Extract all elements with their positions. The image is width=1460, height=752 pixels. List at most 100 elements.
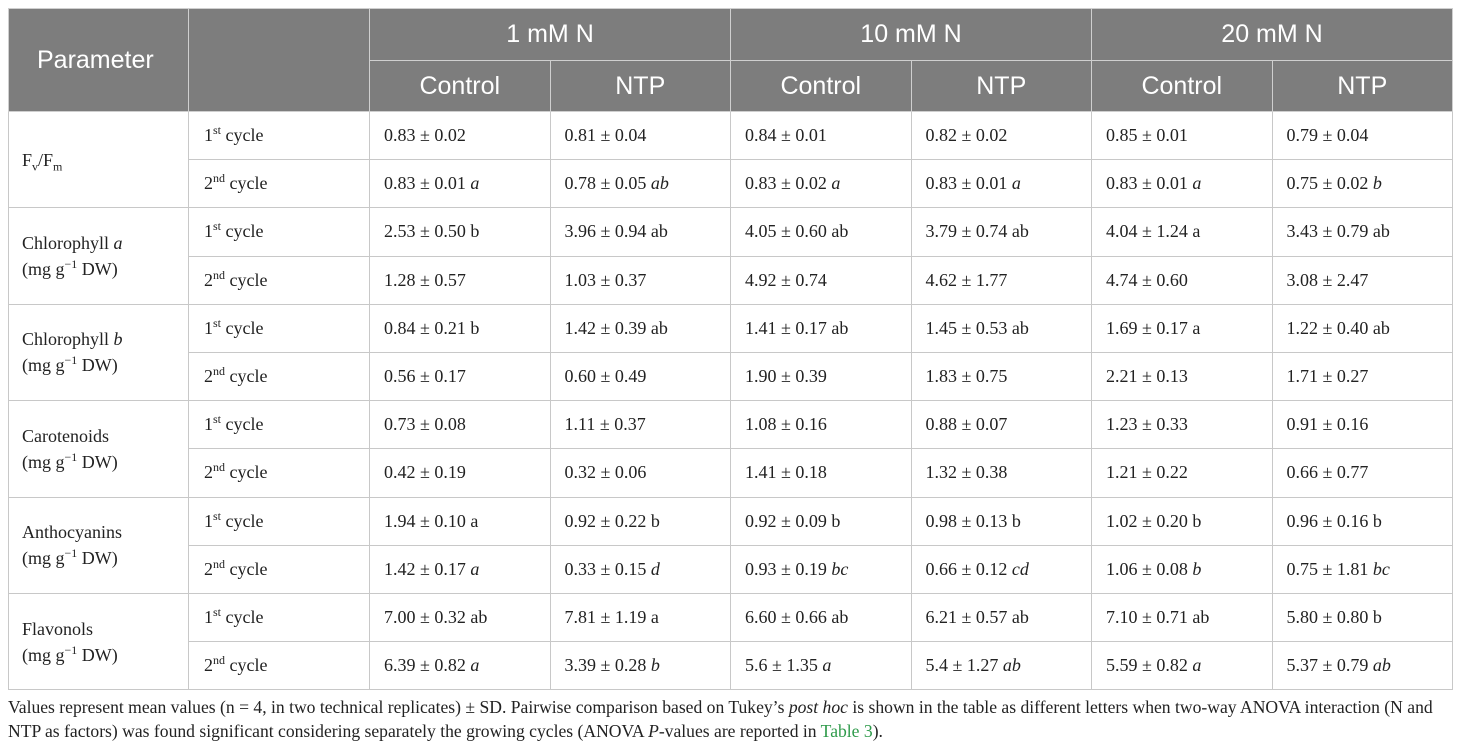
value-cell: 1.22 ± 0.40 ab	[1271, 303, 1453, 353]
cycle-label: cycle	[225, 173, 268, 194]
table-body: Fv/Fm 1st cycle 0.83 ± 0.02 0.81 ± 0.04 0.84…	[8, 110, 1453, 691]
value-text: 0.98 ± 0.13	[925, 510, 1008, 531]
value-text: 0.88 ± 0.07	[925, 414, 1008, 435]
significance-letter: ab	[470, 606, 488, 627]
cycle-ordinal: nd	[213, 171, 225, 186]
cycle-ordinal: st	[213, 219, 222, 234]
parameter-unit: (mg g	[22, 355, 65, 376]
value-cell: 1.23 ± 0.33	[1091, 400, 1273, 450]
value-text: 1.90 ± 0.39	[745, 366, 827, 387]
value-cell: 0.60 ± 0.49	[549, 351, 731, 402]
value-text: 0.83 ± 0.02	[384, 125, 466, 146]
cycle-ordinal: nd	[213, 267, 225, 282]
value-cell: 4.04 ± 1.24 a	[1091, 207, 1273, 257]
parameter-cell: Fv/Fm	[8, 110, 189, 209]
header-group-1mm: 1 mM N	[369, 8, 731, 61]
value-cell: 0.92 ± 0.09 b	[730, 496, 912, 546]
value-cell: 1.71 ± 0.27	[1271, 351, 1453, 402]
value-text: 0.32 ± 0.06	[564, 462, 647, 483]
significance-letter: a	[470, 655, 480, 676]
value-cell: 0.92 ± 0.22 b	[549, 496, 731, 546]
footnote-italic: post hoc	[788, 697, 848, 717]
cycle-number: 1	[204, 125, 213, 146]
cycle-label: cycle	[225, 462, 268, 483]
parameter-name: Flavonols	[22, 618, 94, 639]
parameter-unit: DW)	[77, 259, 118, 280]
value-cell: 0.93 ± 0.19 bc	[730, 544, 912, 594]
footnote-text: Values represent mean values (n = 4, in …	[8, 697, 789, 717]
value-cell: 0.83 ± 0.01 a	[910, 159, 1092, 209]
footnote-text: -values are reported in	[658, 721, 821, 741]
cycle-ordinal: st	[213, 315, 222, 330]
value-text: 5.4 ± 1.27	[925, 655, 999, 676]
value-cell: 1.28 ± 0.57	[369, 255, 551, 305]
table-row: 2nd cycle 0.56 ± 0.17 0.60 ± 0.49 1.90 ± 0.…	[9, 351, 1453, 402]
value-text: 0.79 ± 0.04	[1286, 125, 1369, 146]
significance-letter: b	[1192, 558, 1202, 579]
cycle-number: 1	[204, 317, 213, 338]
value-text: 0.83 ± 0.02	[745, 173, 827, 194]
value-cell: 3.79 ± 0.74 ab	[910, 207, 1092, 257]
significance-letter: ab	[650, 173, 669, 194]
cycle-number: 1	[204, 221, 213, 242]
value-text: 0.78 ± 0.05	[564, 173, 647, 194]
value-text: 5.59 ± 0.82	[1106, 655, 1188, 676]
parameter-cell: Flavonols (mg g−1 DW)	[8, 592, 189, 691]
value-cell: 1.11 ± 0.37	[549, 400, 731, 450]
value-cell: 3.39 ± 0.28 b	[549, 641, 731, 691]
value-cell: 1.21 ± 0.22	[1091, 448, 1273, 498]
value-text: 2.21 ± 0.13	[1106, 366, 1188, 387]
cycle-number: 2	[204, 655, 213, 676]
significance-letter: b	[650, 510, 660, 531]
parameter-cell: Chlorophyll a (mg g−1 DW)	[8, 207, 189, 305]
value-cell: 1.06 ± 0.08 b	[1091, 544, 1273, 594]
value-text: 1.94 ± 0.10	[384, 510, 466, 531]
value-text: 5.37 ± 0.79	[1286, 655, 1369, 676]
value-text: 4.04 ± 1.24	[1106, 221, 1188, 242]
header-sub: Control	[369, 60, 551, 112]
value-cell: 0.32 ± 0.06	[549, 448, 731, 498]
significance-letter: a	[1192, 173, 1202, 194]
significance-letter: ab	[1002, 655, 1021, 676]
parameter-name: Chlorophyll	[22, 233, 114, 254]
value-cell: 1.02 ± 0.20 b	[1091, 496, 1273, 546]
parameter-name: /F	[38, 149, 54, 170]
cycle-cell: 2nd cycle	[188, 544, 370, 594]
header-sub: Control	[730, 60, 912, 112]
header-sub: NTP	[549, 60, 731, 112]
value-cell: 7.00 ± 0.32 ab	[369, 592, 551, 643]
parameter-cell: Carotenoids (mg g−1 DW)	[8, 400, 189, 498]
significance-letter: ab	[650, 317, 668, 338]
value-text: 1.71 ± 0.27	[1286, 366, 1369, 387]
value-text: 0.75 ± 1.81	[1286, 558, 1369, 579]
cycle-ordinal: st	[213, 412, 222, 427]
value-text: 4.62 ± 1.77	[925, 269, 1008, 290]
cycle-ordinal: nd	[213, 653, 225, 668]
parameter-subscript: v	[32, 159, 39, 174]
parameter-cell: Anthocyanins (mg g−1 DW)	[8, 496, 189, 594]
parameter-name: Carotenoids	[22, 425, 109, 446]
significance-letter: ab	[831, 317, 849, 338]
cycle-number: 2	[204, 366, 213, 387]
value-cell: 4.05 ± 0.60 ab	[730, 207, 912, 257]
value-cell: 0.83 ± 0.01 a	[1091, 159, 1273, 209]
value-text: 1.42 ± 0.17	[384, 558, 466, 579]
cycle-number: 2	[204, 462, 213, 483]
value-text: 0.96 ± 0.16	[1286, 510, 1369, 531]
cycle-ordinal: st	[213, 604, 222, 619]
cycle-label: cycle	[221, 414, 264, 435]
value-cell: 2.53 ± 0.50 b	[369, 207, 551, 257]
value-text: 0.66 ± 0.12	[925, 558, 1008, 579]
table-3-link[interactable]: Table 3	[820, 721, 873, 741]
significance-letter: a	[1192, 317, 1201, 338]
table-row: 2nd cycle 6.39 ± 0.82 a 3.39 ± 0.28 b 5.6 ±…	[9, 641, 1453, 691]
value-cell: 0.75 ± 1.81 bc	[1271, 544, 1453, 594]
cycle-label: cycle	[225, 655, 268, 676]
value-cell: 1.42 ± 0.17 a	[369, 544, 551, 594]
header-parameter: Parameter	[8, 8, 189, 112]
value-cell: 1.41 ± 0.18	[730, 448, 912, 498]
value-cell: 0.75 ± 0.02 b	[1271, 159, 1453, 209]
table-footnote: Values represent mean values (n = 4, in …	[8, 695, 1452, 743]
value-text: 0.82 ± 0.02	[925, 125, 1008, 146]
value-cell: 3.96 ± 0.94 ab	[549, 207, 731, 257]
